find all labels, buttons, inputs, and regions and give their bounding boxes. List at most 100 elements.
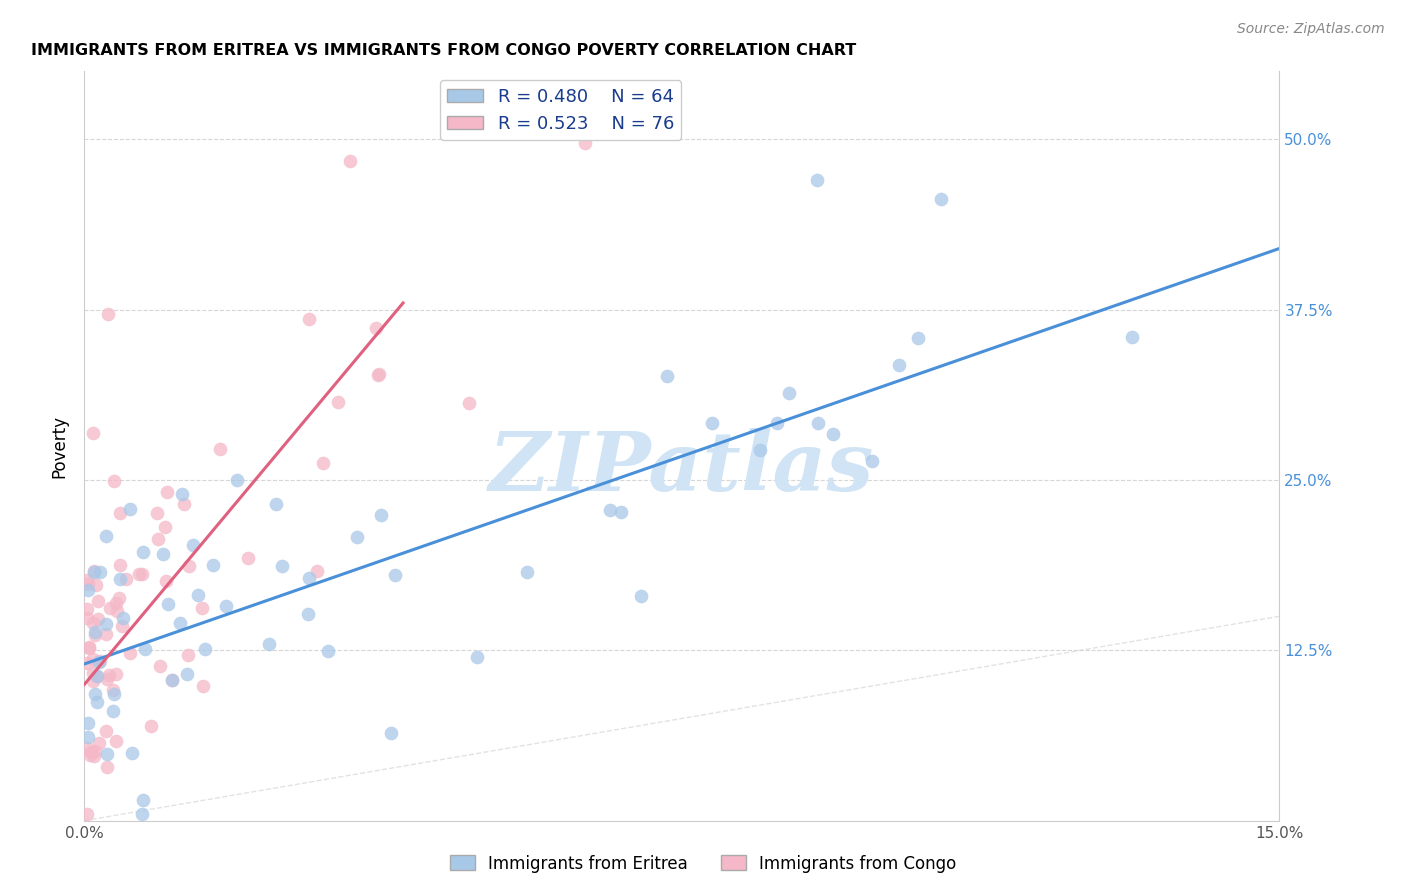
- Point: [591, 105, 613, 120]
- Point: [346, 531, 368, 545]
- Point: [155, 574, 177, 588]
- Point: [82, 652, 104, 666]
- Point: [79, 748, 101, 763]
- Point: [807, 417, 830, 431]
- Point: [887, 359, 910, 373]
- Point: [83, 749, 105, 764]
- Point: [544, 105, 567, 120]
- Point: [131, 806, 153, 821]
- Point: [208, 442, 231, 457]
- Point: [76, 610, 98, 624]
- Point: [610, 505, 633, 519]
- Point: [86, 669, 108, 683]
- Point: [120, 502, 142, 516]
- Point: [82, 665, 104, 680]
- Point: [97, 668, 120, 682]
- Point: [860, 454, 883, 468]
- Point: [87, 655, 110, 669]
- Point: [94, 627, 117, 641]
- Point: [103, 474, 125, 488]
- Point: [297, 607, 319, 621]
- Point: [101, 682, 124, 697]
- Point: [105, 596, 128, 610]
- Point: [89, 654, 111, 668]
- Point: [162, 673, 184, 688]
- Point: [76, 573, 98, 587]
- Point: [82, 616, 104, 631]
- Point: [176, 667, 198, 681]
- Point: [173, 497, 195, 511]
- Point: [257, 637, 280, 651]
- Point: [141, 719, 163, 733]
- Point: [112, 611, 135, 625]
- Point: [97, 308, 120, 322]
- Point: [96, 529, 118, 543]
- Point: [907, 331, 929, 345]
- Point: [77, 715, 100, 730]
- Point: [380, 726, 402, 740]
- Point: [82, 426, 104, 441]
- Point: [307, 564, 329, 578]
- Point: [77, 730, 100, 744]
- Point: [339, 153, 361, 168]
- Point: [157, 598, 180, 612]
- Point: [128, 567, 150, 582]
- Point: [177, 558, 200, 573]
- Point: [215, 599, 238, 614]
- Point: [86, 612, 108, 626]
- Point: [929, 192, 952, 206]
- Point: [96, 673, 118, 687]
- Point: [96, 747, 118, 761]
- Point: [83, 565, 105, 579]
- Point: [134, 642, 156, 657]
- Point: [80, 745, 103, 759]
- Point: [86, 594, 108, 608]
- Point: [326, 395, 349, 409]
- Point: [152, 547, 174, 561]
- Point: [169, 615, 191, 630]
- Point: [823, 427, 845, 442]
- Point: [103, 704, 125, 718]
- Y-axis label: Poverty: Poverty: [51, 415, 69, 477]
- Point: [162, 673, 184, 688]
- Point: [120, 646, 142, 660]
- Point: [84, 687, 107, 701]
- Point: [110, 558, 132, 573]
- Legend: R = 0.480    N = 64, R = 0.523    N = 76: R = 0.480 N = 64, R = 0.523 N = 76: [440, 80, 682, 140]
- Point: [599, 503, 621, 517]
- Point: [107, 591, 129, 605]
- Point: [748, 442, 770, 457]
- Point: [225, 473, 247, 487]
- Point: [191, 600, 214, 615]
- Point: [465, 650, 488, 665]
- Text: ZIPatlas: ZIPatlas: [489, 428, 875, 508]
- Text: Source: ZipAtlas.com: Source: ZipAtlas.com: [1237, 22, 1385, 37]
- Point: [77, 577, 100, 591]
- Point: [76, 741, 98, 756]
- Point: [655, 368, 678, 383]
- Point: [103, 687, 125, 701]
- Point: [76, 656, 98, 670]
- Point: [700, 416, 723, 430]
- Point: [96, 760, 118, 774]
- Point: [108, 506, 131, 520]
- Point: [84, 624, 107, 639]
- Point: [83, 564, 105, 578]
- Point: [105, 734, 128, 748]
- Point: [806, 173, 828, 187]
- Point: [89, 566, 111, 580]
- Point: [1121, 330, 1143, 344]
- Point: [766, 416, 789, 430]
- Point: [76, 806, 98, 821]
- Point: [181, 538, 204, 552]
- Point: [271, 559, 294, 574]
- Point: [298, 312, 321, 326]
- Point: [458, 396, 481, 410]
- Point: [370, 508, 392, 523]
- Point: [121, 747, 143, 761]
- Point: [156, 485, 179, 500]
- Point: [155, 520, 177, 534]
- Point: [105, 604, 128, 618]
- Point: [454, 105, 477, 120]
- Point: [172, 486, 194, 500]
